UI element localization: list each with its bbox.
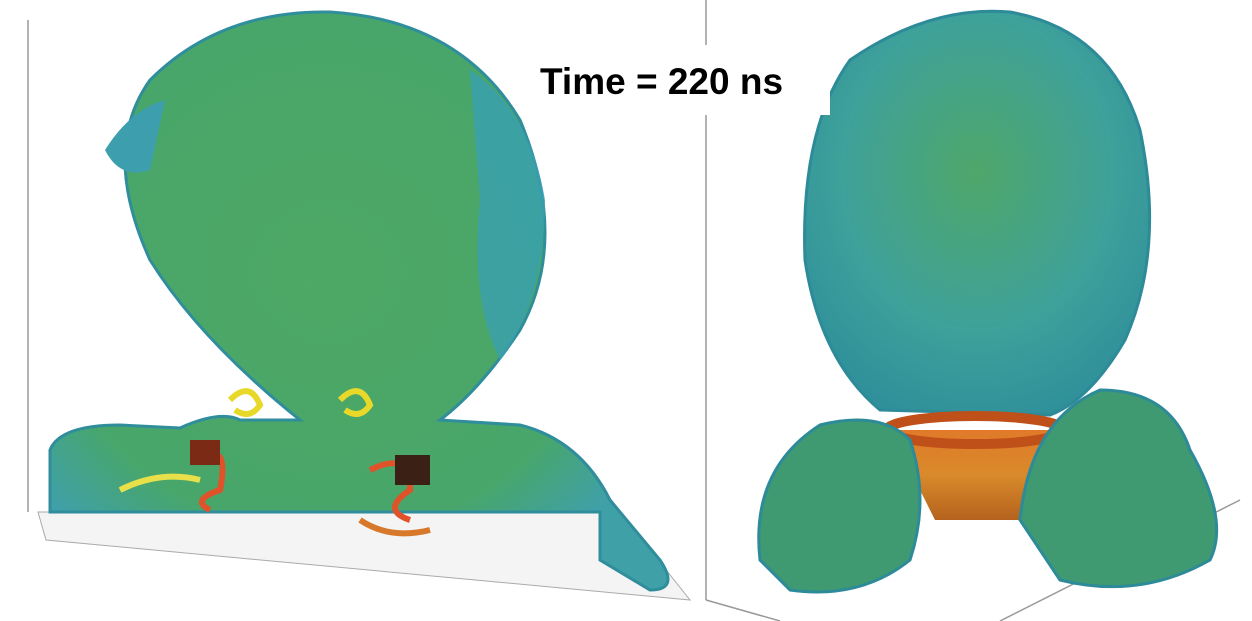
page: Time = 220 ns (() => { const data = JSON… (0, 0, 1252, 621)
lobe (759, 420, 920, 592)
scene: Time = 220 ns (0, 0, 1252, 621)
axis (706, 600, 780, 621)
core (395, 455, 430, 485)
time-caption: Time = 220 ns (540, 61, 783, 102)
plume (805, 11, 1150, 415)
core (190, 440, 220, 465)
